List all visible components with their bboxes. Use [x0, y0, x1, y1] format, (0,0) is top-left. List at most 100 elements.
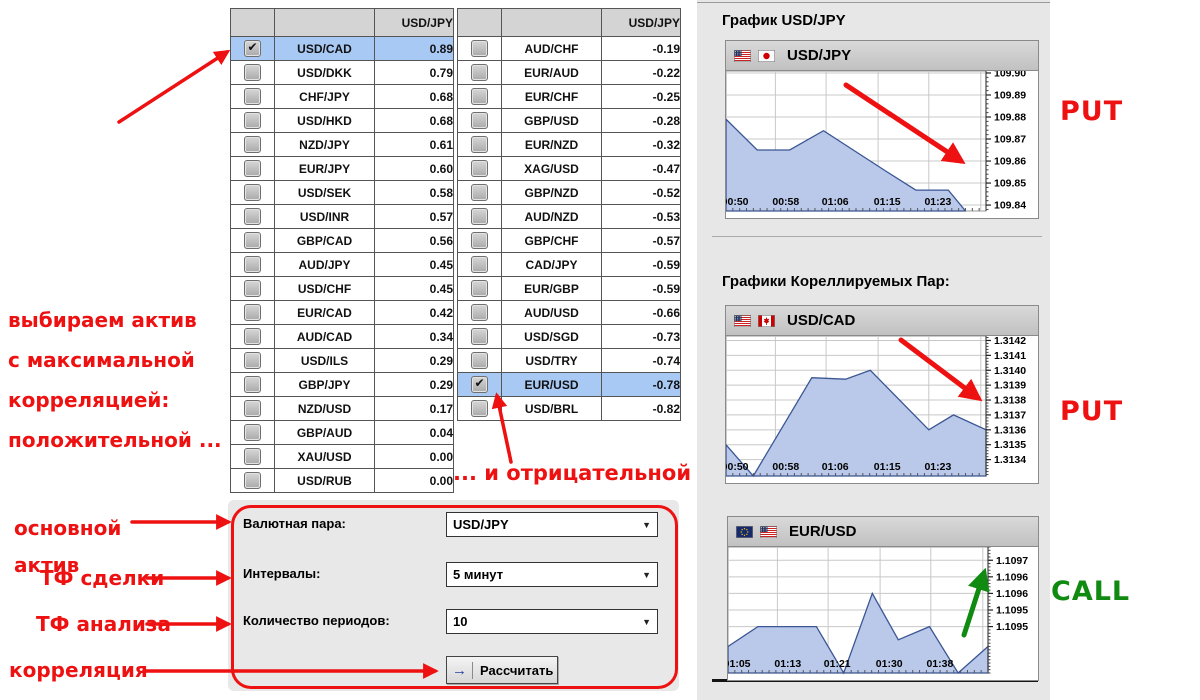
pair-cell: EUR/AUD [501, 60, 602, 85]
checkbox-cell [230, 84, 275, 109]
chart-usdcad: USD/CAD 1.3142 1.3141 1.3140 1.3139 1.3138 1.3… [722, 305, 1039, 484]
checkbox[interactable] [244, 208, 261, 225]
checkbox-cell: ✔ [457, 372, 502, 397]
table-row: AUD/CAD 0.34 [230, 324, 454, 349]
pair-cell: USD/BRL [501, 396, 602, 421]
y-axis-tick-label: 1.1096 [996, 571, 1028, 583]
correlation-value-cell: 0.17 [374, 396, 454, 421]
chart-title: USD/JPY [787, 47, 852, 64]
checkbox-cell [230, 396, 275, 421]
pair-cell: EUR/CHF [501, 84, 602, 109]
checkbox[interactable] [244, 256, 261, 273]
checkbox-cell [230, 420, 275, 445]
checkbox[interactable] [244, 184, 261, 201]
correlation-value-cell: -0.59 [601, 276, 681, 301]
pair-cell: USD/SEK [274, 180, 375, 205]
correlation-value-cell: 0.61 [374, 132, 454, 157]
checkbox[interactable] [244, 64, 261, 81]
checkbox[interactable] [471, 328, 488, 345]
checkbox[interactable] [244, 424, 261, 441]
chevron-down-icon: ▼ [642, 519, 651, 530]
checkbox[interactable] [471, 160, 488, 177]
checkbox[interactable] [471, 256, 488, 273]
calculate-button-label: Рассчитать [480, 662, 554, 678]
correlation-value-cell: -0.74 [601, 348, 681, 373]
table-row: USD/INR 0.57 [230, 204, 454, 229]
table-row: AUD/USD -0.66 [457, 300, 681, 325]
checkbox-cell [457, 204, 502, 229]
x-axis-tick-label: 00:50 [726, 461, 749, 473]
checkbox-cell [457, 132, 502, 157]
checkbox[interactable] [244, 136, 261, 153]
intervals-select[interactable]: 5 минут ▼ [446, 562, 658, 587]
y-axis-tick-label: 1.3135 [994, 439, 1026, 451]
pair-cell: AUD/NZD [501, 204, 602, 229]
checkbox-checked[interactable]: ✔ [244, 40, 261, 57]
correlation-value-cell: 0.56 [374, 228, 454, 253]
table-row: ✔ EUR/USD -0.78 [457, 372, 681, 397]
x-axis-tick-label: 01:15 [874, 461, 901, 473]
table-row: USD/RUB 0.00 [230, 468, 454, 493]
x-axis-tick-label: 01:06 [822, 196, 849, 208]
checkbox[interactable] [471, 64, 488, 81]
checkbox[interactable] [471, 112, 488, 129]
checkbox[interactable] [244, 352, 261, 369]
calculate-button[interactable]: → Рассчитать [446, 656, 558, 684]
y-axis-tick-label: 109.86 [994, 156, 1026, 168]
checkbox[interactable] [244, 472, 261, 489]
checkbox[interactable] [471, 184, 488, 201]
checkbox[interactable] [471, 232, 488, 249]
checkbox[interactable] [471, 208, 488, 225]
checkbox[interactable] [244, 400, 261, 417]
checkbox-cell [457, 36, 502, 61]
checkbox[interactable] [471, 40, 488, 57]
checkbox[interactable] [471, 136, 488, 153]
checkbox[interactable] [471, 304, 488, 321]
chart-plot: 1.1097 1.1096 1.1096 1.1095 1.1095 01:05 01:13… [724, 546, 1028, 675]
periods-select[interactable]: 10 ▼ [446, 609, 658, 634]
checkbox-cell [457, 84, 502, 109]
correlation-value-cell: 0.00 [374, 468, 454, 493]
table-row: USD/TRY -0.74 [457, 348, 681, 373]
y-axis-tick-label: 1.1097 [996, 555, 1028, 567]
checkbox[interactable] [471, 352, 488, 369]
chart-title: EUR/USD [789, 523, 857, 540]
checkbox[interactable] [471, 280, 488, 297]
checkbox[interactable] [244, 112, 261, 129]
pair-cell: GBP/NZD [501, 180, 602, 205]
checkbox-cell [457, 396, 502, 421]
checkbox[interactable] [244, 280, 261, 297]
pair-cell: GBP/CAD [274, 228, 375, 253]
checkbox[interactable] [244, 448, 261, 465]
checkbox[interactable] [244, 304, 261, 321]
arrow-correlation [142, 663, 439, 679]
table-row: ✔ USD/CAD 0.89 [230, 36, 454, 61]
correlation-value-cell: -0.28 [601, 108, 681, 133]
pair-cell: EUR/GBP [501, 276, 602, 301]
correlation-value-cell: -0.53 [601, 204, 681, 229]
y-axis-tick-label: 109.85 [994, 178, 1026, 190]
checkbox[interactable] [471, 88, 488, 105]
table-row: CAD/JPY -0.59 [457, 252, 681, 277]
checkbox[interactable] [471, 400, 488, 417]
checkbox-checked[interactable]: ✔ [471, 376, 488, 393]
y-axis-tick-label: 109.89 [994, 89, 1026, 101]
y-axis-tick-label: 1.1095 [996, 605, 1028, 617]
pair-cell: EUR/CAD [274, 300, 375, 325]
table-row: USD/DKK 0.79 [230, 60, 454, 85]
checkbox[interactable] [244, 160, 261, 177]
annotation-line: актив [14, 553, 80, 577]
pair-cell: GBP/AUD [274, 420, 375, 445]
currency-pair-select[interactable]: USD/JPY ▼ [446, 512, 658, 537]
checkbox[interactable] [244, 328, 261, 345]
x-axis-tick-label: 00:50 [726, 196, 749, 208]
checkbox[interactable] [244, 88, 261, 105]
y-axis-tick-label: 1.3142 [994, 336, 1026, 347]
checkbox-cell [230, 252, 275, 277]
checkbox[interactable] [244, 376, 261, 393]
arrow-to-positive-selection [117, 49, 231, 124]
checkbox[interactable] [244, 232, 261, 249]
x-axis-tick-label: 01:23 [924, 196, 951, 208]
table-row: XAU/USD 0.00 [230, 444, 454, 469]
correlation-value-cell: -0.78 [601, 372, 681, 397]
